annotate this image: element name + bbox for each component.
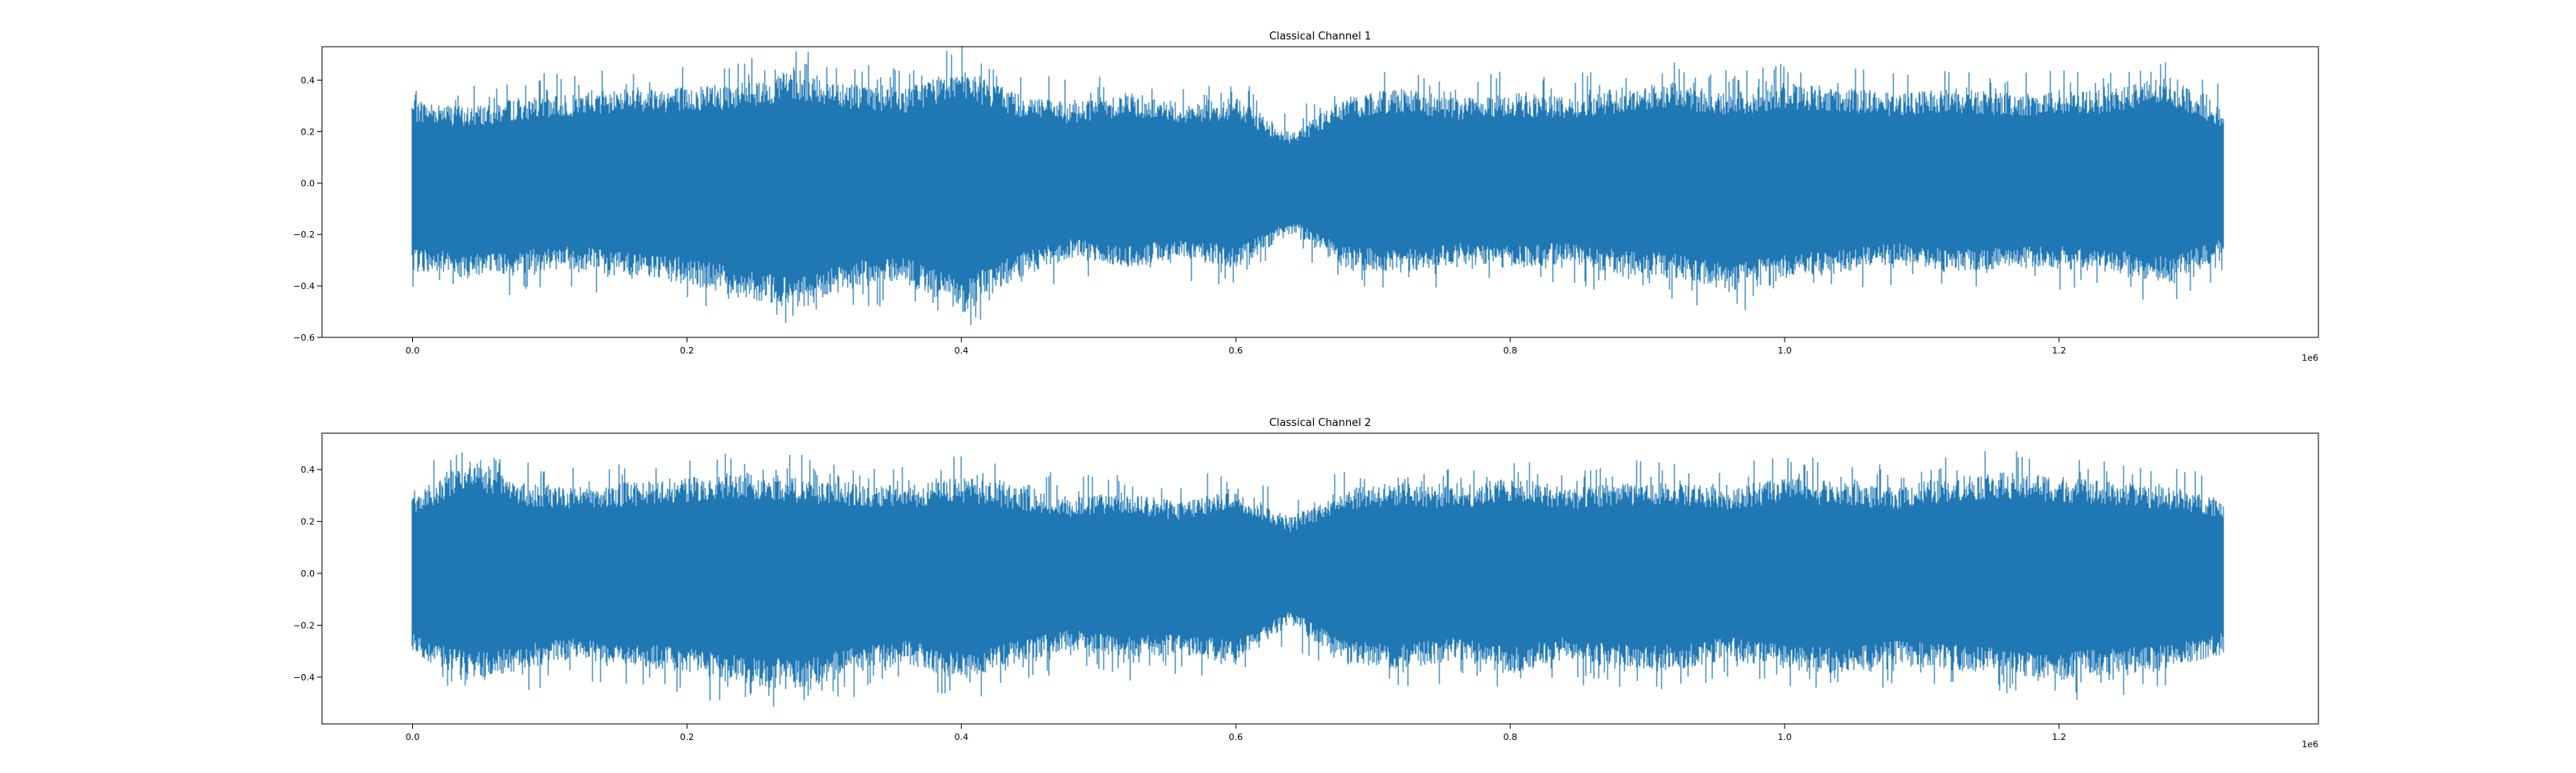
y-tick-label: −0.2: [293, 229, 315, 240]
x-tick-label: 0.2: [680, 732, 695, 742]
y-tick-label: 0.4: [301, 76, 316, 86]
y-tick-label: −0.4: [293, 672, 315, 683]
x-axis: 0.0 0.2 0.4 0.6 0.8 1.0 1.2: [406, 337, 2066, 356]
waveform-core: [412, 110, 2224, 267]
x-tick-label: 1.2: [2052, 345, 2066, 356]
y-tick-label: 0.2: [301, 517, 316, 527]
x-tick-label: 1.0: [1777, 732, 1792, 742]
subplot-channel-2: Classical Channel 2 0.4 0.2 0.0 −0.2 −0.4 0.…: [293, 417, 2319, 750]
x-axis: 0.0 0.2 0.4 0.6 0.8 1.0 1.2: [406, 724, 2066, 742]
x-tick-label: 0.6: [1228, 345, 1243, 356]
y-tick-label: 0.0: [301, 568, 316, 579]
plot-frame: [321, 46, 2319, 338]
y-tick-label: 0.0: [301, 178, 316, 188]
x-tick-label: 0.4: [955, 732, 969, 742]
waveform-series: [411, 46, 2224, 325]
x-offset-label: 1e6: [2301, 739, 2318, 750]
subplot-channel-1: Classical Channel 1 0.4 0.2 0.0 −0.2 −0.4 −0.…: [293, 31, 2319, 363]
x-offset-label: 1e6: [2301, 353, 2318, 363]
x-tick-label: 0.0: [406, 732, 420, 742]
plot-frame: [321, 432, 2319, 725]
x-tick-label: 1.2: [2052, 732, 2066, 742]
x-tick-label: 0.2: [680, 345, 695, 356]
chart-title: Classical Channel 1: [1269, 31, 1371, 43]
x-tick-label: 0.8: [1503, 732, 1517, 742]
y-axis: 0.4 0.2 0.0 −0.2 −0.4: [293, 465, 322, 683]
x-tick-label: 0.8: [1503, 345, 1517, 356]
x-tick-label: 1.0: [1777, 345, 1792, 356]
x-tick-label: 0.6: [1228, 732, 1243, 742]
waveform-series: [411, 451, 2224, 707]
chart-title: Classical Channel 2: [1269, 417, 1371, 429]
y-tick-label: −0.6: [293, 333, 315, 343]
waveform-core: [412, 499, 2224, 647]
x-tick-label: 0.0: [406, 345, 420, 356]
y-axis: 0.4 0.2 0.0 −0.2 −0.4 −0.6: [293, 76, 322, 343]
y-tick-label: 0.4: [301, 465, 316, 475]
y-tick-label: −0.4: [293, 281, 315, 291]
y-tick-label: 0.2: [301, 126, 316, 137]
x-tick-label: 0.4: [955, 345, 969, 356]
y-tick-label: −0.2: [293, 621, 315, 631]
